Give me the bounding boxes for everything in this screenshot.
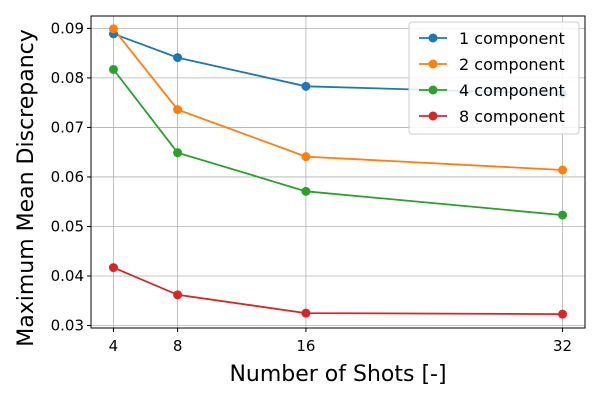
data-point-2-component <box>301 152 311 162</box>
data-point-1-component <box>301 81 311 91</box>
data-point-8-component <box>173 290 183 300</box>
series-line-8-component <box>113 266 563 315</box>
data-point-8-component <box>558 309 568 319</box>
legend-marker-4-component <box>428 85 438 95</box>
data-point-2-component <box>108 24 118 34</box>
y-tick-label: 0.07 <box>51 118 84 136</box>
x-tick-label: 32 <box>553 337 572 355</box>
series-line-2-component <box>112 28 563 171</box>
y-tick-label: 0.05 <box>51 217 84 235</box>
data-point-8-component <box>108 263 118 273</box>
data-point-4-component <box>108 64 118 74</box>
data-point-4-component <box>558 210 568 220</box>
x-tick-label: 16 <box>296 337 315 355</box>
x-axis-label: Number of Shots [-] <box>229 362 446 387</box>
legend-marker-8-component <box>428 111 438 121</box>
legend-box <box>408 21 580 135</box>
data-point-2-component <box>558 165 568 175</box>
data-point-1-component <box>173 53 183 63</box>
x-axis-ticks: 4 8 16 32 <box>109 328 572 355</box>
y-tick-label: 0.08 <box>51 69 84 87</box>
x-tick-label: 4 <box>109 337 119 355</box>
legend-label-4-component: 4 component <box>459 81 565 100</box>
plot-frame <box>90 15 586 329</box>
data-point-4-component <box>301 186 311 196</box>
y-tick-label: 0.06 <box>51 168 84 186</box>
legend-marker-1-component <box>428 33 438 43</box>
y-tick-label: 0.03 <box>51 317 84 335</box>
data-point-8-component <box>301 308 311 318</box>
y-tick-label: 0.09 <box>51 19 84 37</box>
y-tick-label: 0.04 <box>51 267 84 285</box>
legend-label-1-component: 1 component <box>459 29 565 48</box>
y-axis-label: Maximum Mean Discrepancy <box>14 29 39 347</box>
legend-marker-2-component <box>428 59 438 69</box>
x-tick-label: 8 <box>173 337 183 355</box>
legend: 1 component 2 component 4 component 8 compo… <box>408 21 580 135</box>
data-point-4-component <box>173 148 183 158</box>
legend-label-8-component: 8 component <box>459 107 565 126</box>
data-point-2-component <box>173 105 183 115</box>
y-axis-ticks: 0.03 0.04 0.05 0.06 0.07 0.08 0.09 <box>51 19 91 335</box>
legend-label-2-component: 2 component <box>459 55 565 74</box>
series-line-4-component <box>112 68 563 216</box>
